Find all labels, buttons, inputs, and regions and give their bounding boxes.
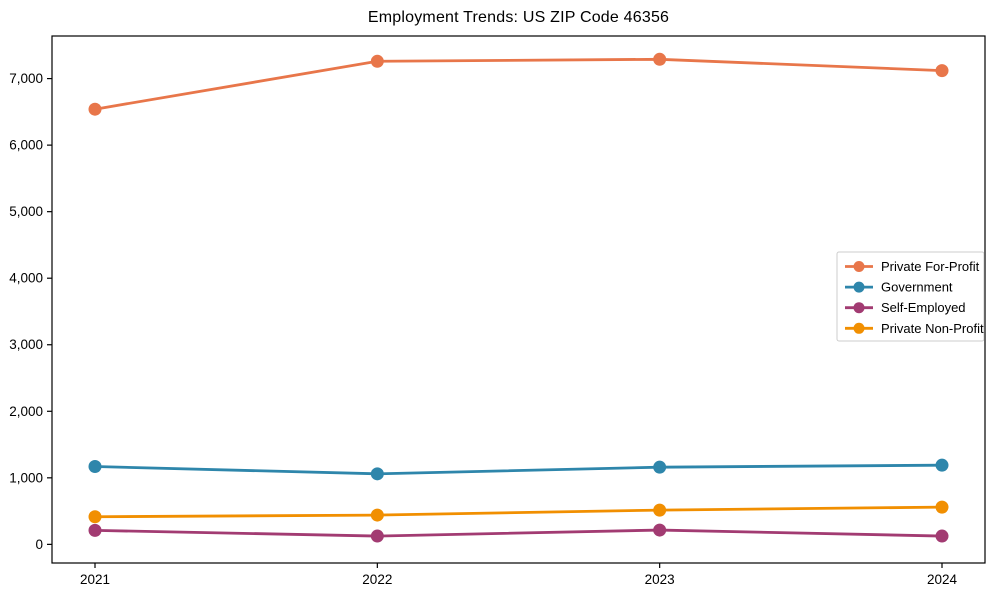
series-marker-government	[370, 467, 384, 481]
y-tick-label: 2,000	[9, 404, 43, 419]
series-marker-government	[88, 460, 102, 474]
legend-label: Government	[881, 280, 953, 295]
y-tick-label: 7,000	[9, 71, 43, 86]
legend-marker	[853, 261, 865, 272]
series-line-private-for-profit	[94, 57, 943, 111]
legend-label: Private Non-Profit	[881, 321, 984, 336]
y-tick-label: 6,000	[9, 138, 43, 153]
legend-marker	[853, 281, 865, 293]
series-marker-private-non-profit	[653, 503, 667, 517]
chart-title: Employment Trends: US ZIP Code 46356	[367, 9, 670, 26]
series-marker-private-for-profit	[935, 64, 949, 78]
legend-marker	[853, 302, 865, 314]
series-marker-private-for-profit	[88, 102, 102, 116]
series-marker-self-employed	[653, 523, 667, 537]
series-line-self-employed	[94, 528, 943, 538]
series-line-government	[94, 463, 943, 476]
y-tick-label: 1,000	[9, 470, 43, 485]
y-tick-label: 3,000	[9, 337, 43, 352]
series-marker-self-employed	[370, 529, 384, 543]
series-marker-government	[653, 460, 667, 474]
series-marker-private-for-profit	[370, 54, 384, 68]
legend-box	[836, 251, 985, 342]
x-tick-label: 2023	[645, 572, 675, 587]
series-marker-private-non-profit	[88, 510, 102, 524]
y-tick-label: 4,000	[9, 271, 43, 286]
legend-label: Private For-Profit	[881, 259, 980, 274]
series-marker-self-employed	[935, 529, 949, 543]
series-marker-private-for-profit	[653, 52, 667, 66]
series-marker-private-non-profit	[370, 508, 384, 522]
x-tick-label: 2024	[927, 572, 958, 587]
series-marker-government	[935, 458, 949, 472]
series-marker-private-non-profit	[935, 500, 949, 514]
x-tick-label: 2021	[80, 572, 110, 587]
plot-border	[51, 35, 986, 564]
x-tick-label: 2022	[362, 572, 392, 587]
y-tick-label: 0	[35, 537, 43, 552]
series-line-private-non-profit	[94, 505, 943, 519]
legend-marker	[853, 322, 865, 334]
y-tick-label: 5,000	[9, 204, 43, 219]
legend-label: Self-Employed	[881, 300, 966, 315]
series-marker-self-employed	[88, 523, 102, 537]
